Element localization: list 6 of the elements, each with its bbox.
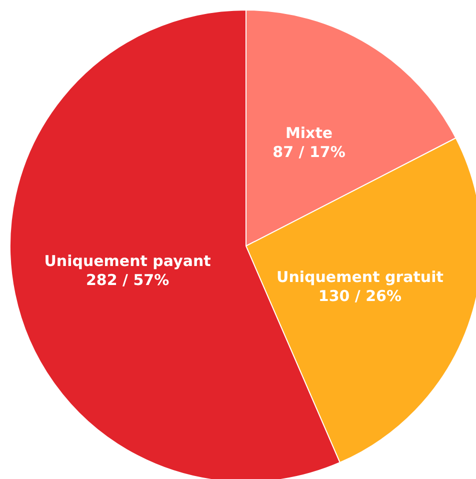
data-label: 87 / 17% — [272, 143, 346, 162]
data-label: 130 / 26% — [318, 287, 402, 306]
slice-label: Mixte — [285, 124, 333, 142]
slice-label: Uniquement payant — [44, 252, 211, 270]
slice-label: Uniquement gratuit — [276, 268, 444, 286]
data-label: 282 / 57% — [86, 271, 170, 290]
